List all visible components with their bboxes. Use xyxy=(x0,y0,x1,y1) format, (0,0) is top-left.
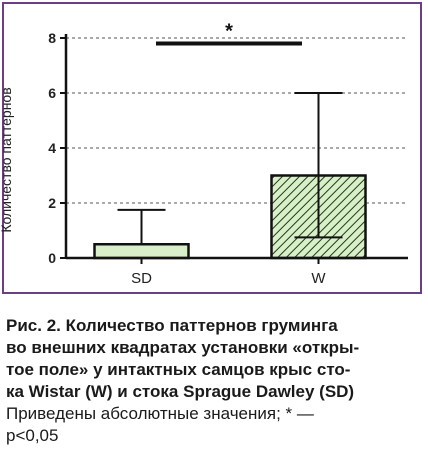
bars-layer xyxy=(93,92,367,260)
x-tick-label-SD: SD xyxy=(131,270,152,287)
caption-title-line-2: во внешних квадратах установки «откры- xyxy=(6,338,360,357)
caption-title-line-1: Рис. 2. Количество паттернов груминга xyxy=(6,316,338,335)
caption-title: Рис. 2. Количество паттернов груминга во… xyxy=(6,315,420,403)
caption-title-line-4: ка Wistar (W) и стока Sprague Dawley (SD… xyxy=(6,382,355,401)
y-tick-label-6: 6 xyxy=(48,85,56,101)
figure-caption: Рис. 2. Количество паттернов груминга во… xyxy=(6,315,420,447)
x-tick-label-W: W xyxy=(311,270,326,287)
bar-chart: 0 2 4 6 8 SD W * xyxy=(48,21,408,287)
caption-note-line-2: p<0,05 xyxy=(6,426,59,445)
significance-label: * xyxy=(225,21,233,43)
significance-layer: * xyxy=(156,21,302,46)
caption-note: Приведены абсолютные значения; * — p<0,0… xyxy=(6,403,420,447)
y-tick-label-2: 2 xyxy=(48,195,56,211)
axis-layer: 0 2 4 6 8 SD W xyxy=(48,30,408,287)
y-tick-label-4: 4 xyxy=(48,140,56,156)
bar-SD xyxy=(93,243,190,260)
caption-title-line-3: тое поле» у интактных самцов крыс сто- xyxy=(6,360,351,379)
y-tick-label-8: 8 xyxy=(48,30,56,46)
y-tick-label-0: 0 xyxy=(48,250,56,266)
caption-note-line-1: Приведены абсолютные значения; * — xyxy=(6,404,314,423)
